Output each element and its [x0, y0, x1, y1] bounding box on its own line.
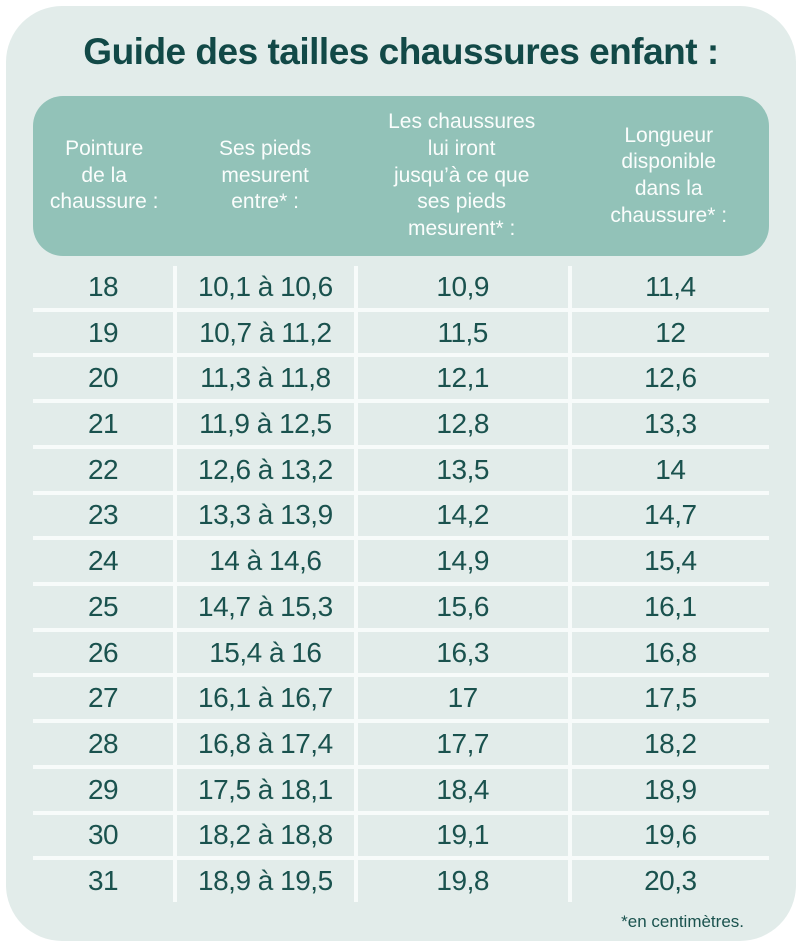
- cell-pointure: 23: [33, 494, 174, 537]
- cell-mesure-pieds: 13,3 à 13,9: [177, 494, 354, 537]
- cell-pointure: 28: [33, 723, 174, 765]
- cell-mesure-pieds: 18,2 à 18,8: [177, 814, 354, 857]
- cell-pointure: 19: [33, 311, 174, 354]
- cell-taille-max: 18,4: [357, 768, 568, 811]
- cell-pointure: 25: [33, 586, 174, 628]
- cell-mesure-pieds: 10,7 à 11,2: [177, 311, 354, 354]
- cell-taille-max: 14,9: [357, 540, 568, 582]
- cell-mesure-pieds: 14 à 14,6: [177, 540, 354, 582]
- cell-taille-max: 10,9: [357, 266, 568, 308]
- cell-taille-max: 17: [357, 677, 568, 720]
- cell-longueur-dispo: 11,4: [571, 266, 769, 308]
- cell-longueur-dispo: 16,1: [571, 586, 769, 628]
- header-pointure: Pointure de la chaussure :: [49, 137, 159, 214]
- cell-mesure-pieds: 16,1 à 16,7: [177, 677, 354, 720]
- cell-pointure: 21: [33, 403, 174, 445]
- cell-mesure-pieds: 14,7 à 15,3: [177, 586, 354, 628]
- cell-mesure-pieds: 12,6 à 13,2: [177, 448, 354, 491]
- cell-taille-max: 19,8: [357, 860, 568, 902]
- cell-pointure: 27: [33, 677, 174, 720]
- cell-mesure-pieds: 11,9 à 12,5: [177, 403, 354, 445]
- cell-taille-max: 17,7: [357, 723, 568, 765]
- footnote-unit: *en centimètres.: [621, 912, 744, 931]
- cell-pointure: 26: [33, 631, 174, 674]
- table-body: 18 10,1 à 10,6 10,9 11,4 19 10,7 à 11,2 11,5 12…: [33, 266, 769, 902]
- cell-pointure: 18: [33, 266, 174, 308]
- cell-mesure-pieds: 17,5 à 18,1: [177, 768, 354, 811]
- header-chaussures-iront: Les chaussures lui iront jusqu’à ce que …: [388, 110, 536, 240]
- cell-taille-max: 12,1: [357, 357, 568, 400]
- cell-longueur-dispo: 16,8: [571, 631, 769, 674]
- cell-longueur-dispo: 15,4: [571, 540, 769, 582]
- cell-pointure: 22: [33, 448, 174, 491]
- cell-longueur-dispo: 13,3: [571, 403, 769, 445]
- cell-longueur-dispo: 19,6: [571, 814, 769, 857]
- cell-longueur-dispo: 20,3: [571, 860, 769, 902]
- cell-longueur-dispo: 17,5: [571, 677, 769, 720]
- header-pieds-mesurent: Ses pieds mesurent entre* :: [219, 137, 312, 214]
- cell-taille-max: 16,3: [357, 631, 568, 674]
- cell-longueur-dispo: 12: [571, 311, 769, 354]
- cell-taille-max: 13,5: [357, 448, 568, 491]
- cell-taille-max: 14,2: [357, 494, 568, 537]
- cell-longueur-dispo: 12,6: [571, 357, 769, 400]
- cell-mesure-pieds: 11,3 à 11,8: [177, 357, 354, 400]
- size-guide-card: Guide des tailles chaussures enfant : Po…: [6, 6, 796, 941]
- cell-pointure: 29: [33, 768, 174, 811]
- cell-taille-max: 15,6: [357, 586, 568, 628]
- cell-longueur-dispo: 14,7: [571, 494, 769, 537]
- cell-taille-max: 12,8: [357, 403, 568, 445]
- cell-longueur-dispo: 14: [571, 448, 769, 491]
- cell-mesure-pieds: 16,8 à 17,4: [177, 723, 354, 765]
- cell-mesure-pieds: 15,4 à 16: [177, 631, 354, 674]
- cell-pointure: 30: [33, 814, 174, 857]
- cell-taille-max: 11,5: [357, 311, 568, 354]
- header-longueur-disponible: Longueur disponible dans la chaussure* :: [610, 123, 728, 227]
- cell-longueur-dispo: 18,9: [571, 768, 769, 811]
- cell-pointure: 31: [33, 860, 174, 902]
- cell-longueur-dispo: 18,2: [571, 723, 769, 765]
- cell-pointure: 20: [33, 357, 174, 400]
- cell-mesure-pieds: 10,1 à 10,6: [177, 266, 354, 308]
- cell-taille-max: 19,1: [357, 814, 568, 857]
- table-header-row: Pointure de la chaussure : Ses pieds mes…: [33, 96, 769, 256]
- cell-pointure: 24: [33, 540, 174, 582]
- page-title: Guide des tailles chaussures enfant :: [83, 31, 719, 72]
- cell-mesure-pieds: 18,9 à 19,5: [177, 860, 354, 902]
